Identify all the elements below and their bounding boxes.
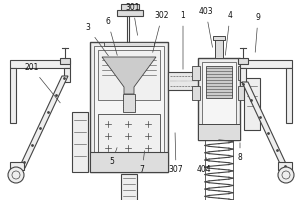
Bar: [206, 66, 232, 98]
Bar: [121, 4, 139, 10]
Bar: [10, 68, 16, 123]
Bar: [104, 42, 154, 46]
Text: 302: 302: [153, 11, 169, 52]
Circle shape: [278, 167, 294, 183]
Text: 201: 201: [25, 64, 60, 103]
Bar: [98, 50, 160, 100]
Bar: [168, 72, 222, 90]
Bar: [238, 86, 246, 100]
Bar: [192, 66, 200, 80]
Bar: [240, 60, 292, 68]
Bar: [286, 68, 292, 123]
Bar: [72, 112, 88, 172]
Text: 9: 9: [255, 14, 260, 52]
Text: 1: 1: [181, 11, 185, 69]
Bar: [215, 40, 223, 58]
Bar: [202, 62, 236, 136]
Bar: [121, 174, 137, 200]
Text: 307: 307: [169, 133, 183, 174]
Bar: [238, 66, 246, 80]
Bar: [64, 68, 70, 82]
Bar: [123, 94, 135, 112]
Bar: [94, 46, 164, 168]
Bar: [244, 78, 260, 130]
Circle shape: [8, 167, 24, 183]
Polygon shape: [242, 82, 288, 168]
Bar: [278, 162, 292, 170]
Bar: [60, 58, 70, 64]
Bar: [238, 58, 248, 64]
Text: 403: 403: [199, 7, 213, 47]
Bar: [10, 162, 24, 170]
Bar: [192, 86, 200, 100]
Bar: [10, 60, 70, 68]
Bar: [117, 10, 143, 16]
Text: 7: 7: [140, 151, 145, 174]
Polygon shape: [19, 76, 68, 168]
Bar: [90, 42, 168, 172]
Text: 3: 3: [85, 23, 108, 56]
Bar: [240, 68, 246, 82]
Text: 5: 5: [110, 148, 117, 166]
Bar: [198, 58, 240, 140]
Text: 4: 4: [225, 11, 233, 55]
Text: 404: 404: [197, 158, 211, 174]
Bar: [213, 36, 225, 40]
Text: 6: 6: [106, 18, 117, 55]
Bar: [198, 124, 240, 140]
Bar: [98, 114, 160, 164]
Text: 301: 301: [126, 3, 140, 35]
Polygon shape: [102, 57, 156, 94]
Text: 8: 8: [238, 143, 242, 162]
Bar: [90, 152, 168, 172]
